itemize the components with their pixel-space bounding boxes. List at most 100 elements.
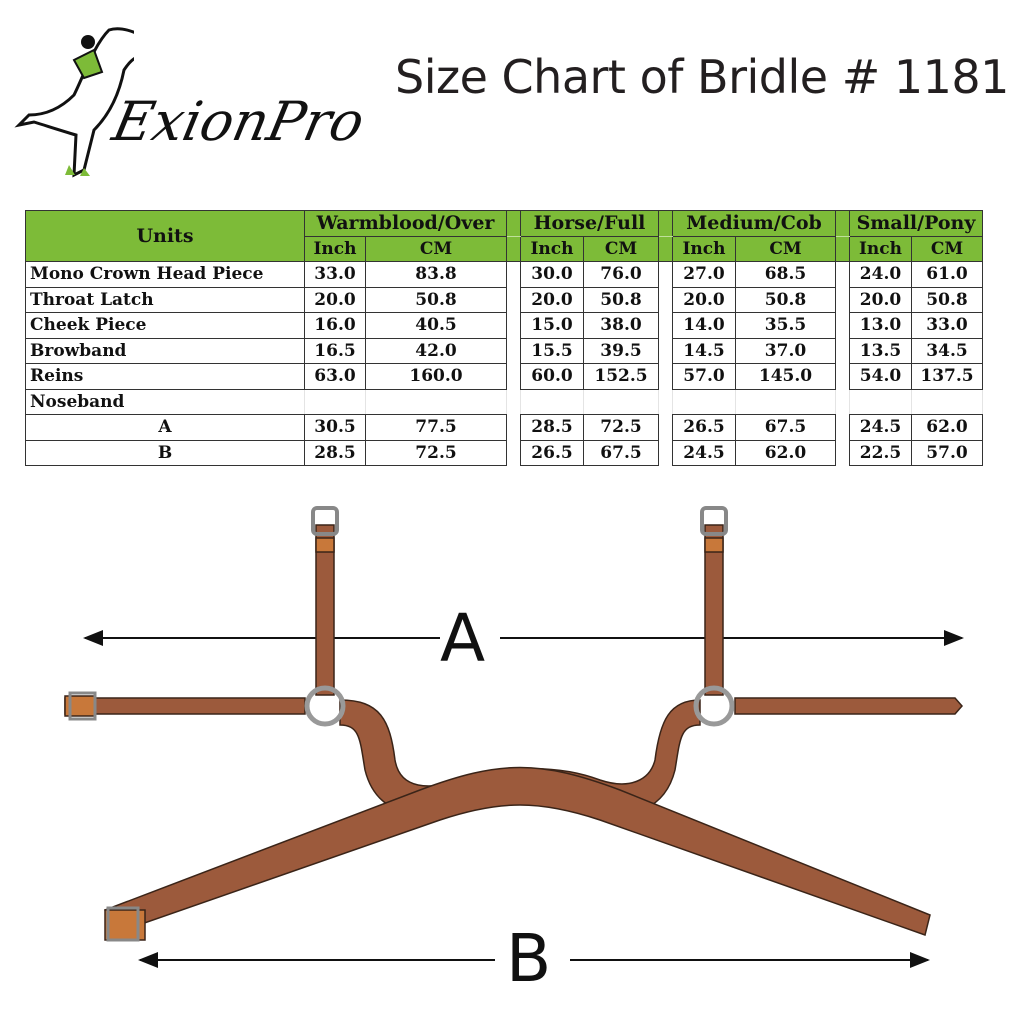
measurement-cell: 28.5 xyxy=(520,414,584,441)
table-row: Mono Crown Head Piece 33.0 83.8 30.0 76.0 27.… xyxy=(25,261,983,288)
row-label: Browband xyxy=(25,337,305,364)
column-gap xyxy=(659,389,673,415)
column-gap xyxy=(659,262,673,288)
measurement-cell: 83.8 xyxy=(365,261,507,288)
measurement-cell: 24.0 xyxy=(849,261,912,288)
table-row: Cheek Piece 16.0 40.5 15.0 38.0 14.0 35.5 13.0 3… xyxy=(25,312,983,339)
measurement-cell: 30.5 xyxy=(304,414,366,441)
empty-cell xyxy=(365,388,507,415)
inch-header: Inch xyxy=(304,235,366,262)
measurement-cell: 33.0 xyxy=(304,261,366,288)
page-title: Size Chart of Bridle # 1181 xyxy=(395,50,1009,104)
measurement-cell: 67.5 xyxy=(583,439,659,466)
empty-cell xyxy=(672,388,736,415)
row-label: A xyxy=(25,414,305,441)
measurement-cell: 22.5 xyxy=(849,439,912,466)
measurement-cell: 42.0 xyxy=(365,337,507,364)
table-row: B 28.5 72.5 26.5 67.5 24.5 62.0 22.5 57.0 xyxy=(25,439,983,466)
inch-header: Inch xyxy=(520,235,584,262)
measurement-cell: 145.0 xyxy=(735,363,836,390)
measurement-cell: 20.0 xyxy=(849,286,912,313)
measurement-cell: 16.0 xyxy=(304,312,366,339)
size-group-header: Warmblood/Over xyxy=(304,210,507,237)
measurement-cell: 20.0 xyxy=(672,286,736,313)
measurement-cell: 34.5 xyxy=(911,337,983,364)
row-label: Reins xyxy=(25,363,305,390)
measurement-cell: 62.0 xyxy=(735,439,836,466)
size-chart-table: Units Warmblood/Over Horse/Full Medium/Cob S… xyxy=(25,210,983,466)
column-gap xyxy=(659,415,673,441)
measurement-cell: 76.0 xyxy=(583,261,659,288)
column-gap xyxy=(507,389,521,415)
column-gap xyxy=(659,313,673,339)
table-row: Throat Latch 20.0 50.8 20.0 50.8 20.0 50.8 20.0… xyxy=(25,286,983,313)
size-group-header: Horse/Full xyxy=(520,210,659,237)
empty-cell xyxy=(849,388,912,415)
dimension-b-label: B xyxy=(500,920,558,997)
measurement-cell: 50.8 xyxy=(583,286,659,313)
dimension-a-label: A xyxy=(434,600,492,677)
measurement-cell: 27.0 xyxy=(672,261,736,288)
empty-cell xyxy=(911,388,983,415)
measurement-cell: 13.5 xyxy=(849,337,912,364)
row-label: Mono Crown Head Piece xyxy=(25,261,305,288)
measurement-cell: 57.0 xyxy=(672,363,736,390)
measurement-cell: 20.0 xyxy=(304,286,366,313)
column-gap xyxy=(835,236,850,262)
column-gap xyxy=(835,210,850,237)
column-gap xyxy=(507,262,521,288)
measurement-cell: 160.0 xyxy=(365,363,507,390)
column-gap xyxy=(836,389,850,415)
size-group-header: Medium/Cob xyxy=(672,210,836,237)
cm-header: CM xyxy=(583,235,659,262)
measurement-cell: 28.5 xyxy=(304,439,366,466)
measurement-cell: 57.0 xyxy=(911,439,983,466)
measurement-cell: 54.0 xyxy=(849,363,912,390)
measurement-cell: 20.0 xyxy=(520,286,584,313)
column-gap xyxy=(836,415,850,441)
column-gap xyxy=(506,210,521,237)
empty-cell xyxy=(304,388,366,415)
units-header: Units xyxy=(25,210,305,262)
measurement-cell: 37.0 xyxy=(735,337,836,364)
column-gap xyxy=(507,364,521,390)
column-gap xyxy=(659,287,673,313)
measurement-cell: 15.5 xyxy=(520,337,584,364)
column-gap xyxy=(507,313,521,339)
column-gap xyxy=(659,440,673,466)
measurement-cell: 33.0 xyxy=(911,312,983,339)
column-gap xyxy=(507,415,521,441)
measurement-cell: 39.5 xyxy=(583,337,659,364)
cm-header: CM xyxy=(911,235,983,262)
row-label: Cheek Piece xyxy=(25,312,305,339)
column-gap xyxy=(659,338,673,364)
measurement-cell: 38.0 xyxy=(583,312,659,339)
measurement-cell: 60.0 xyxy=(520,363,584,390)
measurement-cell: 14.0 xyxy=(672,312,736,339)
measurement-cell: 137.5 xyxy=(911,363,983,390)
noseband-diagram xyxy=(64,506,964,968)
row-label: Noseband xyxy=(25,388,305,415)
measurement-cell: 61.0 xyxy=(911,261,983,288)
measurement-cell: 50.8 xyxy=(735,286,836,313)
inch-header: Inch xyxy=(849,235,912,262)
measurement-cell: 26.5 xyxy=(520,439,584,466)
row-label: B xyxy=(25,439,305,466)
measurement-cell: 72.5 xyxy=(583,414,659,441)
cm-header: CM xyxy=(735,235,836,262)
measurement-cell: 72.5 xyxy=(365,439,507,466)
column-gap xyxy=(836,313,850,339)
noseband-row: Noseband xyxy=(25,388,983,415)
cm-header: CM xyxy=(365,235,507,262)
size-group-header: Small/Pony xyxy=(849,210,983,237)
measurement-cell: 77.5 xyxy=(365,414,507,441)
measurement-cell: 152.5 xyxy=(583,363,659,390)
measurement-cell: 62.0 xyxy=(911,414,983,441)
empty-cell xyxy=(520,388,584,415)
measurement-cell: 50.8 xyxy=(911,286,983,313)
brand-logo: ExionPro xyxy=(14,20,370,185)
horse-and-rider-logo-icon xyxy=(14,27,167,178)
table-row: A 30.5 77.5 28.5 72.5 26.5 67.5 24.5 62.0 xyxy=(25,414,983,441)
empty-cell xyxy=(583,388,659,415)
measurement-cell: 26.5 xyxy=(672,414,736,441)
